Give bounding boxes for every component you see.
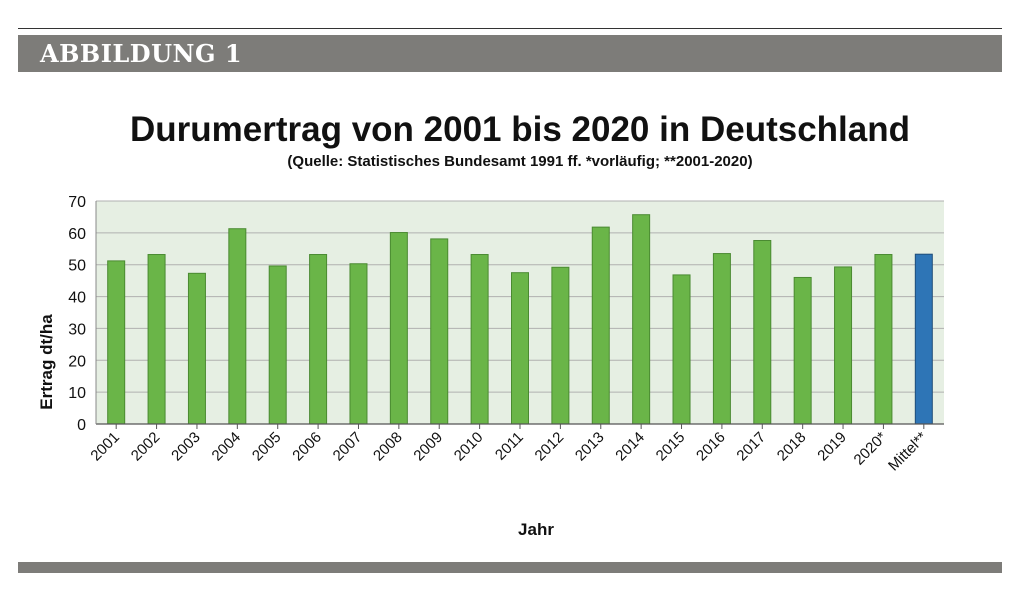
bar-2009 <box>430 238 449 425</box>
x-tick-label: 2014 <box>612 429 648 465</box>
y-tick-label: 40 <box>68 290 86 307</box>
x-tick-label: 2003 <box>168 429 204 465</box>
x-tick-label: 2019 <box>814 429 850 465</box>
yield-bar-chart: Durumertrag von 2001 bis 2020 in Deutsch… <box>37 110 944 539</box>
bar-2014 <box>632 214 651 425</box>
x-tick-label: 2005 <box>249 429 285 465</box>
x-tick-label: 2004 <box>209 429 245 465</box>
y-tick-label: 0 <box>77 417 86 434</box>
bar-2007 <box>349 263 368 425</box>
x-tick-label: 2013 <box>572 429 608 465</box>
x-tick-label: 2018 <box>774 429 810 465</box>
bar-2016 <box>712 253 731 425</box>
bar-2018 <box>793 276 812 425</box>
x-tick-label: 2002 <box>128 429 164 465</box>
top-rule <box>18 28 1002 29</box>
y-tick-label: 70 <box>68 194 86 211</box>
bar-2010 <box>470 254 489 425</box>
y-axis-title: Ertrag dt/ha <box>37 314 56 410</box>
y-tick-label: 10 <box>68 385 86 402</box>
chart-subtitle: (Quelle: Statistisches Bundesamt 1991 ff… <box>287 153 752 170</box>
x-tick-label: 2008 <box>370 429 406 465</box>
bar-2005 <box>268 265 287 425</box>
x-tick-label: Mittel** <box>885 429 931 475</box>
bar-2004 <box>228 228 247 425</box>
bar-2002 <box>147 254 166 425</box>
x-tick-label: 2010 <box>451 429 487 465</box>
x-tick-label: 2012 <box>532 429 568 465</box>
y-tick-label: 20 <box>68 353 86 370</box>
x-tick-label: 2011 <box>492 429 527 464</box>
figure-header: ABBILDUNG 1 <box>18 35 1002 72</box>
bottom-rule <box>18 562 1002 573</box>
bar-2020* <box>874 254 893 425</box>
x-tick-label: 2006 <box>289 429 325 465</box>
bar-2019 <box>834 266 853 425</box>
x-tick-label: 2007 <box>330 429 366 465</box>
chart-panel: Durumertrag von 2001 bis 2020 in Deutsch… <box>24 100 986 546</box>
bar-2008 <box>389 232 408 425</box>
bar-2006 <box>309 254 328 425</box>
y-tick-label: 60 <box>68 226 86 243</box>
mean-bar <box>914 253 933 425</box>
bar-2013 <box>591 226 610 425</box>
x-tick-label: 2015 <box>653 429 689 465</box>
x-axis-title: Jahr <box>518 520 554 539</box>
x-tick-label: 2001 <box>87 429 123 465</box>
chart-title: Durumertrag von 2001 bis 2020 in Deutsch… <box>130 110 910 149</box>
bar-2012 <box>551 266 570 425</box>
figure-label: ABBILDUNG 1 <box>40 39 243 68</box>
bar-2017 <box>753 240 772 425</box>
x-tick-label: 2017 <box>733 429 769 465</box>
bar-2015 <box>672 274 691 425</box>
bar-2011 <box>511 272 529 425</box>
x-tick-label: 2009 <box>410 429 446 465</box>
y-tick-label: 30 <box>68 321 86 338</box>
y-tick-label: 50 <box>68 258 86 275</box>
bar-2003 <box>187 272 206 425</box>
x-tick-label: 2016 <box>693 429 729 465</box>
bar-2001 <box>107 260 126 425</box>
